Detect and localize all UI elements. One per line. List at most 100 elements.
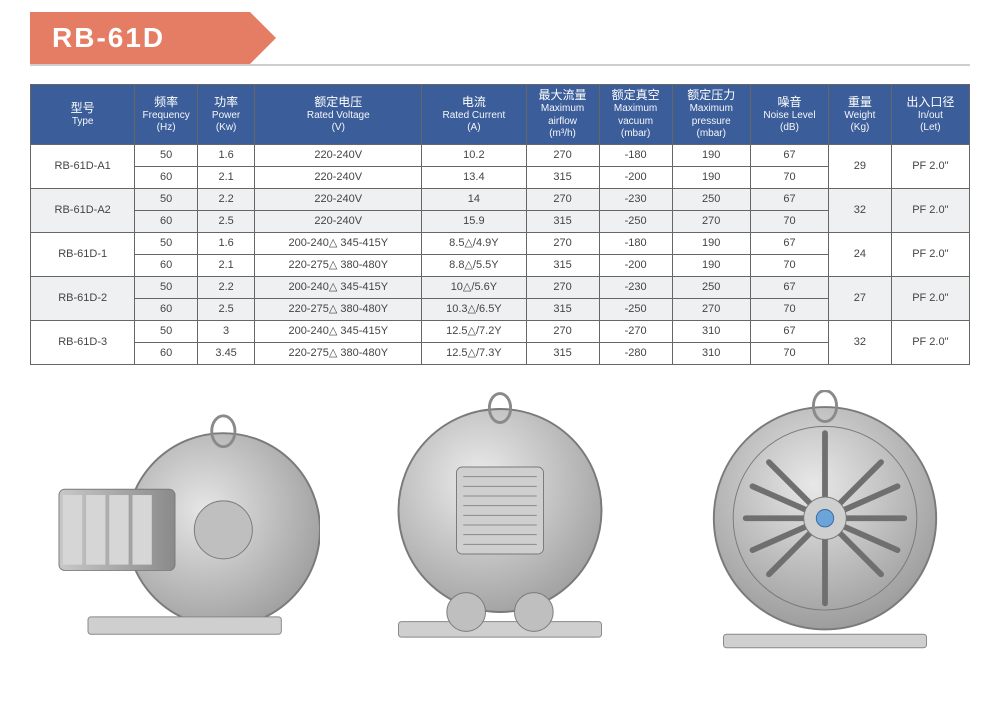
col-header-en: In/out <box>896 110 965 123</box>
cell-curr: 10△/5.6Y <box>422 277 526 299</box>
cell-freq: 50 <box>135 145 198 167</box>
cell-freq: 60 <box>135 167 198 189</box>
col-header-weight: 重量Weight(Kg) <box>829 85 892 145</box>
table-row: RB-61D-A2502.2220-240V14270-2302506732PF… <box>31 189 970 211</box>
banner-arrow <box>250 12 276 64</box>
product-images <box>30 385 970 665</box>
cell-press: 190 <box>672 233 750 255</box>
cell-noise: 70 <box>750 255 828 277</box>
cell-freq: 50 <box>135 189 198 211</box>
cell-type: RB-61D-3 <box>31 321 135 365</box>
cell-inout: PF 2.0" <box>891 145 969 189</box>
col-header-en: Noise Level <box>755 110 824 123</box>
spec-table: 型号Type频率Frequency(Hz)功率Power(Kw)额定电压Rate… <box>30 84 970 365</box>
cell-curr: 8.8△/5.5Y <box>422 255 526 277</box>
cell-inout: PF 2.0" <box>891 277 969 321</box>
table-row: RB-61D-3503200-240△ 345-415Y12.5△/7.2Y27… <box>31 321 970 343</box>
cell-power: 2.5 <box>197 299 254 321</box>
cell-curr: 13.4 <box>422 167 526 189</box>
cell-volt: 200-240△ 345-415Y <box>255 233 422 255</box>
cell-volt: 220-240V <box>255 167 422 189</box>
table-body: RB-61D-A1501.6220-240V10.2270-1801906729… <box>31 145 970 365</box>
col-header-flow: 最大流量Maximum airflow(m³/h) <box>526 85 599 145</box>
cell-freq: 60 <box>135 299 198 321</box>
cell-curr: 12.5△/7.2Y <box>422 321 526 343</box>
col-header-unit: (Hz) <box>139 122 193 135</box>
cell-vac: -250 <box>599 211 672 233</box>
cell-power: 2.2 <box>197 189 254 211</box>
cell-flow: 270 <box>526 277 599 299</box>
col-header-freq: 频率Frequency(Hz) <box>135 85 198 145</box>
product-rear-view <box>680 390 970 660</box>
cell-power: 2.1 <box>197 255 254 277</box>
col-header-en: Maximum airflow <box>531 103 595 128</box>
cell-weight: 27 <box>829 277 892 321</box>
col-header-unit: (A) <box>426 122 521 135</box>
cell-noise: 67 <box>750 321 828 343</box>
col-header-en: Maximum pressure <box>677 103 746 128</box>
cell-flow: 315 <box>526 343 599 365</box>
title-underline <box>30 64 970 66</box>
table-row: RB-61D-A1501.6220-240V10.2270-1801906729… <box>31 145 970 167</box>
col-header-curr: 电流Rated Current(A) <box>422 85 526 145</box>
cell-press: 270 <box>672 211 750 233</box>
cell-curr: 10.2 <box>422 145 526 167</box>
product-front-view <box>355 390 645 660</box>
col-header-en: Maximum vacuum <box>604 103 668 128</box>
cell-flow: 270 <box>526 189 599 211</box>
col-header-power: 功率Power(Kw) <box>197 85 254 145</box>
cell-type: RB-61D-A1 <box>31 145 135 189</box>
cell-curr: 10.3△/6.5Y <box>422 299 526 321</box>
cell-inout: PF 2.0" <box>891 233 969 277</box>
col-header-cn: 额定电压 <box>259 95 417 110</box>
col-header-volt: 额定电压Rated Voltage(V) <box>255 85 422 145</box>
cell-power: 2.2 <box>197 277 254 299</box>
cell-volt: 220-275△ 380-480Y <box>255 255 422 277</box>
col-header-cn: 电流 <box>426 95 521 110</box>
cell-noise: 70 <box>750 299 828 321</box>
col-header-cn: 频率 <box>139 95 193 110</box>
col-header-unit: (V) <box>259 122 417 135</box>
blower-side-icon <box>30 390 320 660</box>
cell-noise: 67 <box>750 145 828 167</box>
cell-volt: 220-240V <box>255 189 422 211</box>
col-header-en: Rated Current <box>426 110 521 123</box>
col-header-unit: (Kg) <box>833 122 887 135</box>
cell-flow: 270 <box>526 233 599 255</box>
cell-press: 190 <box>672 145 750 167</box>
col-header-unit: (Let) <box>896 122 965 135</box>
col-header-unit: (dB) <box>755 122 824 135</box>
cell-curr: 15.9 <box>422 211 526 233</box>
product-side-view <box>30 390 320 660</box>
cell-power: 3 <box>197 321 254 343</box>
col-header-unit: (mbar) <box>604 128 668 141</box>
cell-power: 1.6 <box>197 145 254 167</box>
cell-weight: 29 <box>829 145 892 189</box>
cell-vac: -230 <box>599 277 672 299</box>
cell-press: 250 <box>672 189 750 211</box>
cell-noise: 67 <box>750 233 828 255</box>
cell-weight: 32 <box>829 321 892 365</box>
col-header-inout: 出入口径In/out(Let) <box>891 85 969 145</box>
cell-curr: 8.5△/4.9Y <box>422 233 526 255</box>
cell-noise: 70 <box>750 211 828 233</box>
cell-vac: -180 <box>599 145 672 167</box>
table-row: RB-61D-2502.2200-240△ 345-415Y10△/5.6Y27… <box>31 277 970 299</box>
cell-flow: 315 <box>526 255 599 277</box>
cell-vac: -280 <box>599 343 672 365</box>
col-header-cn: 最大流量 <box>531 88 595 103</box>
cell-volt: 220-240V <box>255 211 422 233</box>
cell-freq: 60 <box>135 211 198 233</box>
cell-press: 190 <box>672 255 750 277</box>
col-header-cn: 型号 <box>35 101 130 116</box>
col-header-cn: 额定压力 <box>677 88 746 103</box>
cell-freq: 50 <box>135 321 198 343</box>
cell-flow: 315 <box>526 167 599 189</box>
cell-noise: 70 <box>750 343 828 365</box>
cell-power: 3.45 <box>197 343 254 365</box>
cell-curr: 14 <box>422 189 526 211</box>
cell-press: 310 <box>672 343 750 365</box>
col-header-cn: 功率 <box>202 95 250 110</box>
blower-front-icon <box>355 390 645 660</box>
blower-rear-icon <box>680 390 970 660</box>
